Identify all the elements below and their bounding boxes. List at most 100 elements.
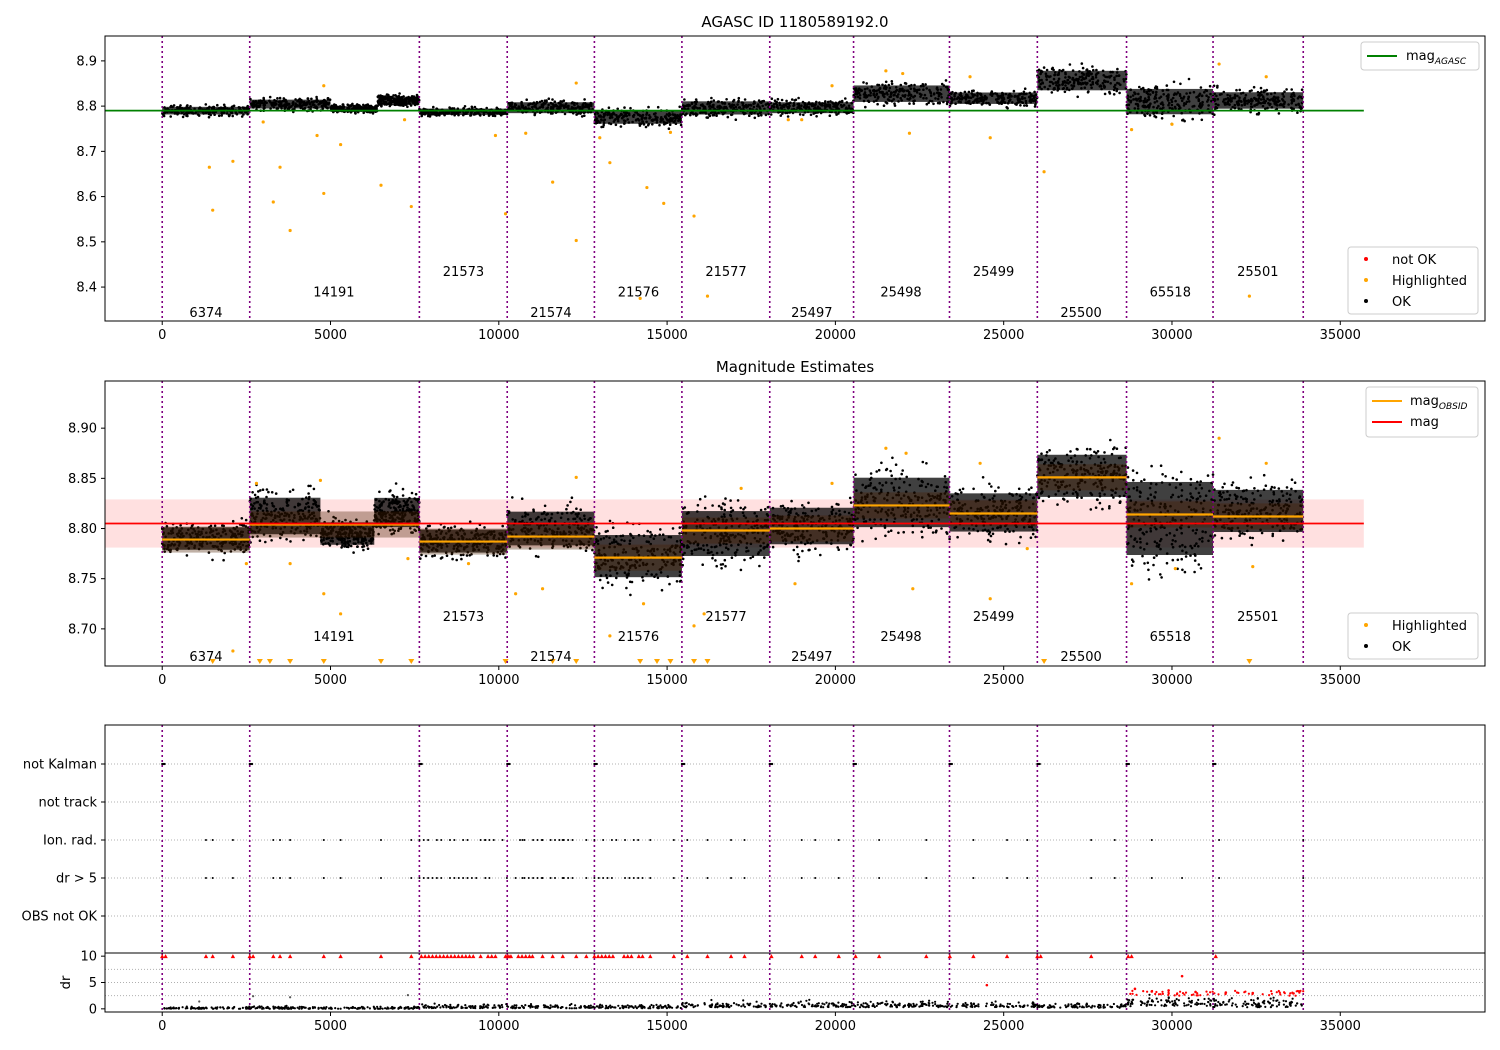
ok-point: [668, 123, 672, 126]
ok-point: [240, 517, 244, 520]
ok-point: [726, 115, 730, 119]
ok-point: [647, 105, 650, 109]
highlighted-point: [207, 165, 211, 169]
ok-point: [1138, 85, 1141, 89]
ok-point: [779, 114, 783, 117]
y-tick-label: 8.4: [76, 281, 97, 296]
ok-point: [1005, 106, 1008, 109]
highlighted-point: [1247, 294, 1251, 298]
ok-point: [268, 95, 272, 99]
obsid-label: 25498: [880, 286, 921, 301]
ok-point: [570, 496, 574, 500]
ok-point: [525, 98, 528, 101]
highlighted-point: [278, 165, 282, 169]
ok-point: [890, 82, 894, 86]
magnitude-estimates-panel: Magnitude Estimates637414191215732157421…: [68, 358, 1486, 688]
ok-point: [227, 113, 231, 117]
ok-point: [595, 526, 598, 529]
ok-point: [426, 524, 430, 528]
y-tick-label: 8.5: [76, 235, 97, 250]
ok-point: [1191, 117, 1194, 121]
ok-point: [307, 484, 310, 488]
highlighted-point: [1170, 122, 1174, 126]
ok-point: [760, 114, 763, 117]
ok-point: [414, 492, 418, 496]
ok-point: [893, 104, 897, 107]
ok-point: [264, 540, 267, 544]
ok-point: [579, 508, 582, 512]
ok-point: [354, 112, 357, 115]
ok-point: [356, 545, 359, 548]
ok-point: [575, 113, 578, 116]
ok-point: [289, 540, 292, 543]
ok-point-core: [507, 102, 595, 114]
ok-point: [583, 114, 586, 117]
ok-point: [660, 588, 664, 592]
ok-point: [720, 567, 723, 570]
ok-point: [844, 97, 847, 100]
ok-point: [401, 487, 405, 491]
highlighted-point: [608, 161, 612, 165]
ok-point: [366, 103, 370, 106]
ok-point: [809, 113, 813, 117]
ok-point: [361, 545, 364, 549]
ok-point: [1277, 112, 1281, 115]
ok-point: [671, 527, 675, 530]
ok-point: [211, 558, 214, 562]
ok-point: [623, 106, 626, 109]
ok-point: [1063, 90, 1067, 94]
ok-point: [924, 83, 927, 86]
ok-point: [455, 558, 459, 562]
ok-point: [406, 105, 409, 109]
ok-point: [1050, 67, 1054, 71]
ok-point: [714, 559, 717, 562]
highlighted-point: [322, 84, 326, 88]
ok-point: [282, 97, 286, 100]
ok-point: [786, 115, 790, 118]
ok-point: [903, 81, 907, 85]
ok-point: [1257, 113, 1260, 116]
ok-point: [1235, 88, 1238, 92]
ok-point: [551, 98, 554, 101]
ok-point: [162, 114, 166, 118]
ok-point: [559, 100, 562, 103]
ok-point: [737, 96, 741, 100]
ok-point: [614, 123, 618, 127]
ok-point: [278, 96, 282, 100]
highlighted-point: [598, 136, 602, 140]
ok-point: [882, 104, 886, 107]
ok-point: [431, 554, 434, 558]
obsid-label: 14191: [313, 286, 354, 301]
ok-point: [351, 102, 354, 106]
ok-point: [204, 103, 208, 106]
ok-point: [773, 99, 777, 102]
ok-point: [222, 103, 226, 107]
obsid-label: 21573: [443, 265, 484, 280]
ok-point: [1148, 114, 1152, 117]
ok-point: [1103, 92, 1107, 96]
ok-point: [443, 525, 446, 529]
highlighted-point: [288, 228, 292, 233]
ok-point: [261, 488, 265, 492]
ok-point: [445, 554, 449, 557]
ok-point: [583, 98, 586, 101]
highlighted-point: [830, 84, 834, 88]
ok-point: [185, 104, 189, 108]
ok-point: [398, 92, 401, 95]
obsid-label: 25497: [791, 306, 832, 321]
ok-point: [753, 116, 757, 120]
ok-point: [938, 102, 941, 105]
ok-point: [712, 99, 716, 102]
ok-point: [1296, 111, 1299, 114]
ok-point: [667, 127, 671, 130]
ok-point: [362, 111, 366, 115]
ok-point: [244, 518, 248, 522]
ok-point: [306, 97, 310, 100]
obsid-label: 25499: [973, 265, 1014, 280]
ok-point: [1112, 93, 1116, 96]
legend-label: not OK: [1392, 253, 1437, 268]
ok-point: [641, 579, 645, 582]
obsid-label: 21576: [618, 286, 659, 301]
ok-point: [1116, 67, 1119, 71]
highlighted-point: [409, 204, 413, 209]
